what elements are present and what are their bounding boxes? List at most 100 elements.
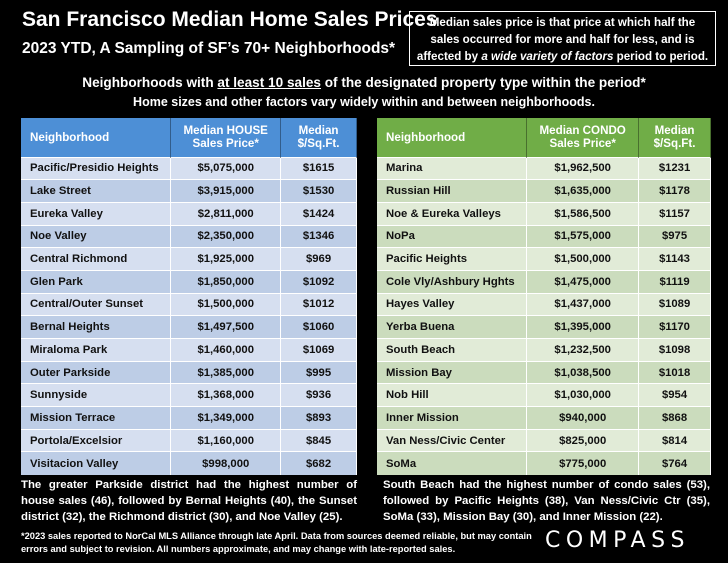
neighborhood-cell: Central/Outer Sunset: [21, 292, 172, 316]
page-title: San Francisco Median Home Sales Prices: [22, 8, 438, 31]
neighborhood-cell: Portola/Excelsior: [21, 428, 172, 452]
neighborhood-cell: Marina: [377, 156, 528, 180]
neighborhood-cell: Van Ness/Civic Center: [377, 428, 528, 452]
table-row: Central Richmond $1,925,000 $969: [21, 247, 357, 271]
neighborhood-cell: Inner Mission: [377, 406, 528, 430]
table-row: Central/Outer Sunset $1,500,000 $1012: [21, 292, 357, 316]
table-row: SoMa $775,000 $764: [377, 451, 711, 475]
price-per-sqft-cell: $1231: [638, 156, 711, 180]
neighborhood-cell: Glen Park: [21, 269, 172, 294]
price-per-sqft-cell: $682: [280, 451, 357, 475]
table-row: Portola/Excelsior $1,160,000 $845: [21, 428, 357, 452]
column-header: Median CONDO Sales Price*: [526, 118, 640, 157]
neighborhood-cell: Yerba Buena: [377, 315, 528, 339]
table-row: Lake Street $3,915,000 $1530: [21, 179, 357, 203]
price-per-sqft-cell: $995: [280, 360, 357, 384]
median-price-cell: $1,160,000: [170, 428, 282, 452]
table-header-row: Neighborhood Median CONDO Sales Price* M…: [377, 118, 711, 157]
house-sales-summary: The greater Parkside district had the hi…: [21, 479, 357, 523]
neighborhood-cell: Eureka Valley: [21, 201, 172, 226]
median-price-cell: $998,000: [170, 451, 282, 475]
table-row: Nob Hill $1,030,000 $954: [377, 383, 711, 407]
intro-line-1: Neighborhoods with at least 10 sales of …: [0, 75, 728, 90]
price-per-sqft-cell: $1098: [638, 338, 711, 362]
price-per-sqft-cell: $1157: [638, 201, 711, 226]
table-row: Eureka Valley $2,811,000 $1424: [21, 201, 357, 226]
table-row: Noe Valley $2,350,000 $1346: [21, 224, 357, 248]
condo-sales-summary: South Beach had the highest number of co…: [383, 479, 710, 523]
column-header: Median $/Sq.Ft.: [280, 118, 357, 157]
table-row: Mission Bay $1,038,500 $1018: [377, 360, 711, 384]
median-price-cell: $1,349,000: [170, 406, 282, 430]
neighborhood-cell: South Beach: [377, 338, 528, 362]
median-price-cell: $1,030,000: [526, 383, 640, 407]
median-price-cell: $2,811,000: [170, 201, 282, 226]
neighborhood-cell: SoMa: [377, 451, 528, 475]
price-per-sqft-cell: $1530: [280, 179, 357, 203]
price-per-sqft-cell: $936: [280, 383, 357, 407]
neighborhood-cell: Outer Parkside: [21, 360, 172, 384]
table-row: Sunnyside $1,368,000 $936: [21, 383, 357, 407]
median-price-cell: $1,395,000: [526, 315, 640, 339]
median-price-cell: $940,000: [526, 406, 640, 430]
price-per-sqft-cell: $1178: [638, 179, 711, 203]
table-header-row: Neighborhood Median HOUSE Sales Price* M…: [21, 118, 357, 157]
price-per-sqft-cell: $1170: [638, 315, 711, 339]
price-per-sqft-cell: $954: [638, 383, 711, 407]
table-row: Marina $1,962,500 $1231: [377, 156, 711, 180]
median-definition-note: Median sales price is that price at whic…: [409, 11, 716, 66]
table-row: Pacific/Presidio Heights $5,075,000 $1615: [21, 156, 357, 180]
median-price-cell: $1,475,000: [526, 269, 640, 294]
table-row: Hayes Valley $1,437,000 $1089: [377, 292, 711, 316]
table-row: South Beach $1,232,500 $1098: [377, 338, 711, 362]
table-row: Yerba Buena $1,395,000 $1170: [377, 315, 711, 339]
neighborhood-cell: Miraloma Park: [21, 338, 172, 362]
table-row: Visitacion Valley $998,000 $682: [21, 451, 357, 475]
price-per-sqft-cell: $1012: [280, 292, 357, 316]
median-price-cell: $3,915,000: [170, 179, 282, 203]
neighborhood-cell: Cole Vly/Ashbury Hghts: [377, 269, 528, 294]
page-subtitle: 2023 YTD, A Sampling of SF’s 70+ Neighbo…: [22, 40, 396, 57]
median-price-cell: $2,350,000: [170, 224, 282, 248]
column-header: Median HOUSE Sales Price*: [170, 118, 282, 157]
column-header: Median $/Sq.Ft.: [638, 118, 711, 157]
table-row: Outer Parkside $1,385,000 $995: [21, 360, 357, 384]
intro-underlined: at least 10 sales: [217, 75, 321, 90]
median-price-cell: $1,437,000: [526, 292, 640, 316]
note-text-emphasis: a wide variety of factors: [481, 50, 614, 63]
neighborhood-cell: Noe Valley: [21, 224, 172, 248]
price-per-sqft-cell: $1615: [280, 156, 357, 180]
neighborhood-cell: NoPa: [377, 224, 528, 248]
neighborhood-cell: Bernal Heights: [21, 315, 172, 339]
price-per-sqft-cell: $893: [280, 406, 357, 430]
intro-line-2: Home sizes and other factors vary widely…: [133, 95, 595, 109]
median-price-cell: $1,460,000: [170, 338, 282, 362]
price-per-sqft-cell: $1346: [280, 224, 357, 248]
median-price-cell: $1,586,500: [526, 201, 640, 226]
median-price-cell: $1,385,000: [170, 360, 282, 384]
neighborhood-cell: Visitacion Valley: [21, 451, 172, 475]
median-price-cell: $1,925,000: [170, 247, 282, 271]
median-price-cell: $1,500,000: [170, 292, 282, 316]
price-per-sqft-cell: $1143: [638, 247, 711, 271]
table-row: Russian Hill $1,635,000 $1178: [377, 179, 711, 203]
price-per-sqft-cell: $814: [638, 428, 711, 452]
intro-post: of the designated property type within t…: [320, 75, 646, 90]
price-per-sqft-cell: $969: [280, 247, 357, 271]
neighborhood-cell: Central Richmond: [21, 247, 172, 271]
neighborhood-cell: Hayes Valley: [377, 292, 528, 316]
median-price-cell: $1,038,500: [526, 360, 640, 384]
neighborhood-cell: Mission Terrace: [21, 406, 172, 430]
price-per-sqft-cell: $868: [638, 406, 711, 430]
neighborhood-cell: Pacific Heights: [377, 247, 528, 271]
price-per-sqft-cell: $845: [280, 428, 357, 452]
price-per-sqft-cell: $1069: [280, 338, 357, 362]
table-row: Van Ness/Civic Center $825,000 $814: [377, 428, 711, 452]
median-price-cell: $775,000: [526, 451, 640, 475]
median-price-cell: $1,500,000: [526, 247, 640, 271]
table-row: NoPa $1,575,000 $975: [377, 224, 711, 248]
median-price-cell: $5,075,000: [170, 156, 282, 180]
intro-pre: Neighborhoods with: [82, 75, 218, 90]
neighborhood-cell: Sunnyside: [21, 383, 172, 407]
table-row: Pacific Heights $1,500,000 $1143: [377, 247, 711, 271]
